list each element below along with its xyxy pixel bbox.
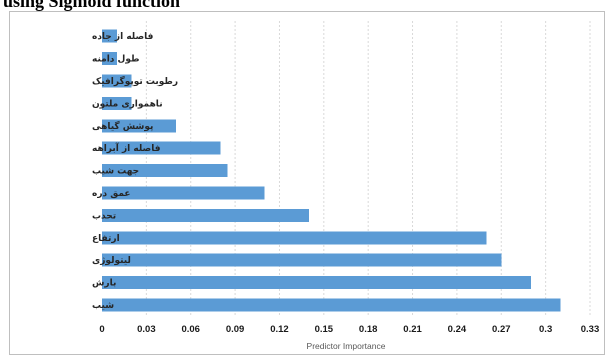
bar <box>102 141 221 155</box>
category-label: ناهمواری ملتون <box>92 99 163 109</box>
category-label: بارش <box>92 279 116 289</box>
category-label: عمق دره <box>92 189 131 199</box>
x-tick-label: 0.03 <box>137 324 156 335</box>
x-tick-label: 0.15 <box>315 324 334 335</box>
bar <box>102 96 132 110</box>
bar <box>102 164 228 178</box>
category-label-layer: فاصله از جاده طول دامنه رطوبت توپوگرافیک نا… <box>92 32 178 311</box>
bar <box>102 186 265 200</box>
grid-layer <box>145 21 591 317</box>
bar <box>102 29 117 43</box>
bar-layer <box>102 29 561 312</box>
x-tick-label: 0.27 <box>492 324 511 335</box>
importance-bar-chart: فاصله از جاده طول دامنه رطوبت توپوگرافیک نا… <box>92 21 599 351</box>
bar <box>102 231 487 245</box>
category-label: تحدب <box>92 211 116 221</box>
page-heading: using Sigmoid function <box>3 0 181 11</box>
x-tick-label: 0.12 <box>270 324 289 335</box>
category-label: شیب <box>92 301 114 311</box>
bar <box>102 74 132 88</box>
x-tick-label: 0.33 <box>581 324 600 335</box>
bar <box>102 276 531 290</box>
bar <box>102 119 176 133</box>
category-label: پوشش گیاهی <box>92 120 153 132</box>
x-tick-label: 0 <box>99 324 104 335</box>
x-tick-label: 0.3 <box>539 324 552 335</box>
bar <box>102 298 561 312</box>
category-label: جهت شیب <box>92 167 139 177</box>
category-label: لیتولوژی <box>92 256 131 266</box>
bar <box>102 253 502 267</box>
bar <box>102 52 117 66</box>
x-tick-label: 0.24 <box>448 324 467 335</box>
category-label: رطوبت توپوگرافیک <box>92 75 178 87</box>
chart-frame: فاصله از جاده طول دامنه رطوبت توپوگرافیک نا… <box>9 11 605 355</box>
category-label: فاصله از جاده <box>92 32 154 42</box>
x-axis-title: Predictor Importance <box>307 341 386 351</box>
category-label: ارتفاع <box>92 234 120 244</box>
x-tick-label: 0.18 <box>359 324 378 335</box>
tick-label-layer: 0 0.03 0.06 0.09 0.12 0.15 0.18 0.21 0.24 0.27 0.3… <box>99 324 599 335</box>
x-tick-label: 0.06 <box>181 324 200 335</box>
x-tick-label: 0.09 <box>226 324 245 335</box>
category-label: طول دامنه <box>92 55 139 65</box>
bar <box>102 208 310 222</box>
category-label: فاصله از آبراهه <box>92 142 161 154</box>
x-tick-label: 0.21 <box>403 324 422 335</box>
